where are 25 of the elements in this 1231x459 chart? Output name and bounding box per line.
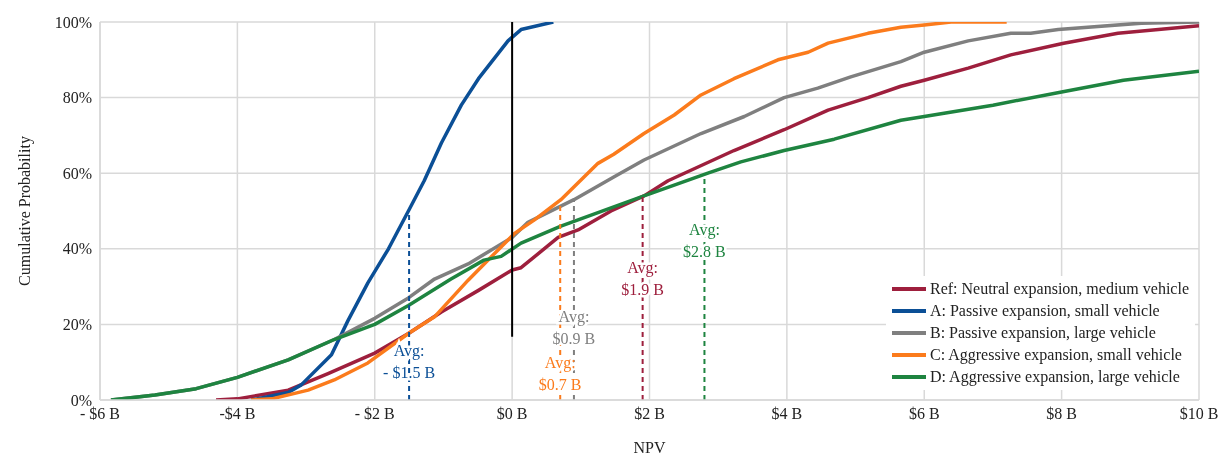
y-axis-title: Cumulative Probability [15,136,34,286]
x-tick-label: - $2 B [354,405,395,423]
annotation: Avg: $2.8 B [683,221,726,261]
legend-label: B: Passive expansion, large vehicle [929,323,1156,344]
x-tick-label: $10 B [1179,405,1219,423]
y-tick-label: 80% [62,89,92,107]
x-tick-label: $4 B [771,405,803,423]
legend-label: C: Aggressive expansion, small vehicle [929,345,1182,366]
x-tick-label: $8 B [1046,405,1077,423]
x-tick-label: $6 B [908,405,940,423]
annotation: Avg: $0.7 B [538,353,582,393]
legend-label: Ref: Neutral expansion, medium vehicle [929,279,1189,300]
y-tick-label: 100% [54,13,92,31]
legend-label: A: Passive expansion, small vehicle [929,301,1160,322]
x-axis-title: NPV [633,439,666,456]
x-tick-label: $0 B [496,405,528,423]
annotation: Avg: - $1.5 B [383,342,436,382]
y-tick-label: 20% [62,316,92,334]
legend-label: D: Aggressive expansion, large vehicle [929,367,1180,388]
x-tick-label: $2 B [634,405,665,423]
y-tick-label: 40% [62,240,92,258]
y-tick-label: 60% [62,164,92,182]
x-tick-label: -$4 B [219,405,256,423]
annotation: Avg: $1.9 B [621,259,664,299]
annotation: Avg: $0.9 B [552,308,596,348]
